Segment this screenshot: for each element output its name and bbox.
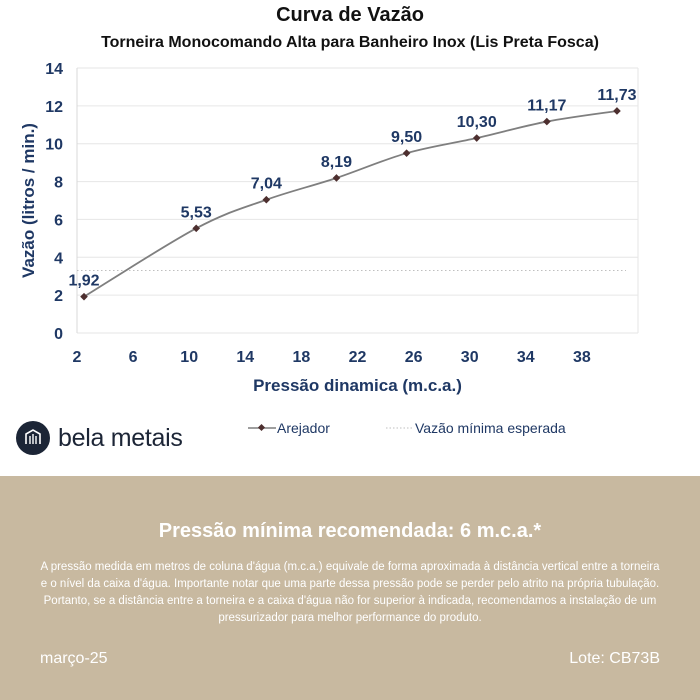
data-label-0: 1,92: [68, 273, 99, 290]
legend-item-arejador: Arejador: [247, 420, 330, 436]
info-footer: Pressão mínima recomendada: 6 m.c.a.* A …: [0, 476, 700, 700]
footer-title: Pressão mínima recomendada: 6 m.c.a.*: [158, 520, 542, 542]
chart-title: Curva de Vazão: [276, 4, 424, 26]
data-label-3: 8,19: [321, 154, 352, 171]
data-label-4: 9,50: [391, 129, 422, 146]
data-label-5: 10,30: [457, 114, 497, 131]
x-tick-label-6: 6: [129, 349, 138, 366]
x-tick-label-30: 30: [461, 349, 479, 366]
x-axis-label: Pressão dinamica (m.c.a.): [253, 376, 462, 395]
footer-date: março-25: [40, 650, 108, 667]
x-tick-label-22: 22: [349, 349, 367, 366]
legend-item-vazao-minima: Vazão mínima esperada: [385, 420, 566, 436]
data-point-6: [543, 117, 551, 126]
data-label-6: 11,17: [527, 98, 566, 115]
data-point-7: [613, 107, 621, 115]
y-axis-label: Vazão (litros / min.): [19, 123, 38, 278]
data-point-2: [262, 195, 271, 204]
x-tick-label-38: 38: [573, 349, 591, 366]
x-tick-label-14: 14: [236, 349, 254, 366]
chart-subtitle: Torneira Monocomando Alta para Banheiro …: [101, 34, 599, 51]
footer-description: A pressão medida em metros de coluna d'á…: [40, 561, 660, 624]
x-tick-label-26: 26: [405, 349, 423, 366]
series-line-arejador: [83, 110, 618, 298]
data-label-1: 5,53: [181, 204, 212, 221]
y-tick-label-8: 8: [54, 175, 63, 192]
y-tick-label-6: 6: [54, 212, 63, 229]
data-label-2: 7,04: [251, 176, 282, 193]
brand-name: bela metais: [58, 423, 183, 452]
brand-logo: bela metais: [16, 421, 183, 455]
x-tick-label-34: 34: [517, 349, 535, 366]
legend-dotted-line-icon: [386, 427, 414, 429]
legend-label-arejador: Arejador: [277, 420, 330, 436]
brand-mark-icon: [16, 421, 50, 455]
y-tick-label-4: 4: [54, 250, 63, 267]
y-tick-label-0: 0: [54, 326, 63, 343]
x-tick-label-18: 18: [293, 349, 311, 366]
data-label-7: 11,73: [597, 87, 636, 104]
y-tick-label-12: 12: [45, 99, 63, 116]
y-tick-label-2: 2: [54, 288, 63, 305]
y-tick-label-14: 14: [45, 61, 63, 78]
data-point-1: [192, 224, 201, 233]
legend-line-marker-icon: [248, 423, 276, 432]
legend-label-vazao-minima: Vazão mínima esperada: [415, 420, 566, 436]
y-tick-label-10: 10: [45, 137, 63, 154]
data-point-3: [332, 174, 341, 182]
data-point-5: [472, 134, 481, 142]
footer-lot: Lote: CB73B: [569, 650, 660, 667]
data-point-4: [402, 149, 411, 157]
x-tick-label-2: 2: [73, 349, 82, 366]
x-tick-label-10: 10: [180, 349, 198, 366]
